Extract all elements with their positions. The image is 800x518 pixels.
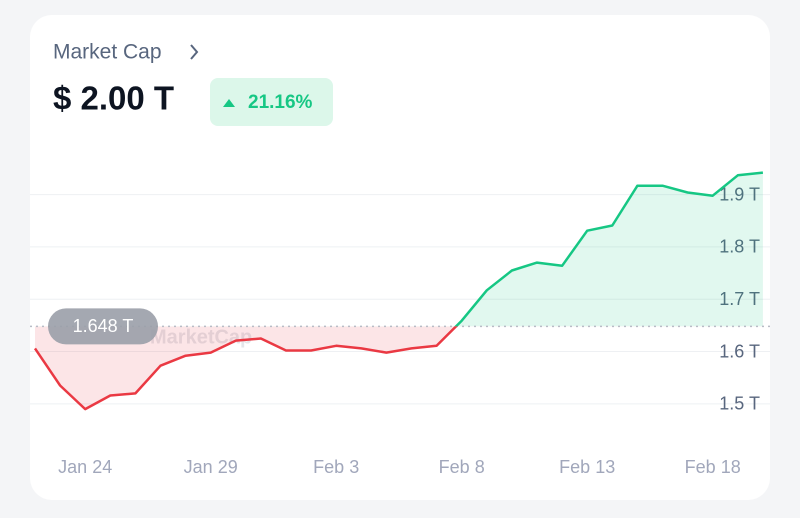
y-tick-label: 1.5 T	[719, 394, 760, 414]
y-tick-label: 1.6 T	[719, 341, 760, 361]
baseline-pill	[48, 308, 158, 345]
x-tick-label: Feb 13	[559, 457, 615, 477]
card-title[interactable]: Market Cap	[53, 41, 162, 64]
y-tick-label: 1.9 T	[719, 184, 760, 204]
chevron[interactable]	[190, 44, 199, 60]
y-tick-label: 1.8 T	[719, 237, 760, 257]
line-up	[454, 171, 764, 327]
watermark: MarketCap	[150, 326, 252, 348]
x-tick-label: Feb 8	[439, 457, 485, 477]
x-tick-label: Feb 18	[685, 457, 741, 477]
x-tick-label: Jan 24	[58, 457, 112, 477]
area-up	[455, 172, 763, 327]
change-value: 21.16%	[248, 92, 313, 113]
up-arrow	[223, 99, 235, 107]
x-tick-label: Feb 3	[313, 457, 359, 477]
baseline-label: 1.648 T	[73, 316, 134, 336]
market-cap-value: $ 2.00 T	[53, 80, 174, 117]
x-tick-label: Jan 29	[184, 457, 238, 477]
y-tick-label: 1.7 T	[719, 289, 760, 309]
area-down	[35, 326, 763, 410]
line-down	[33, 326, 458, 411]
card	[30, 15, 770, 500]
change-pill	[210, 78, 333, 126]
